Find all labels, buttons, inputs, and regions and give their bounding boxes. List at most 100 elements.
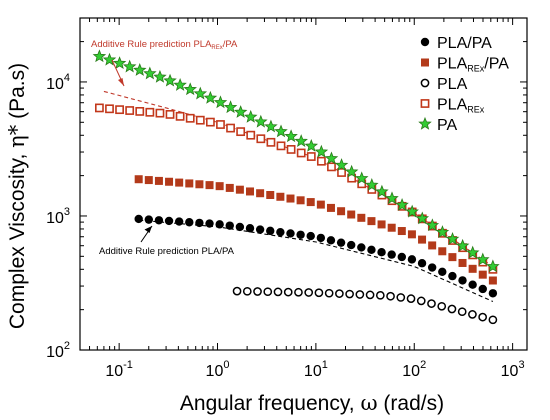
data-point [235, 222, 245, 232]
data-point [488, 276, 497, 285]
data-point [134, 214, 143, 224]
data-point [344, 164, 359, 178]
data-point [304, 288, 314, 297]
data-point [294, 287, 303, 297]
data-point [255, 225, 265, 234]
data-point [276, 141, 286, 151]
data-point [235, 185, 244, 194]
data-point [185, 218, 194, 227]
data-point [175, 111, 185, 121]
data-point [457, 307, 467, 317]
legend-label: PA [437, 117, 457, 134]
data-point [296, 196, 305, 205]
legend-marker [420, 37, 430, 47]
data-point [478, 284, 487, 294]
data-point [438, 267, 447, 277]
data-point [185, 113, 195, 123]
data-point [215, 220, 224, 229]
data-point [155, 108, 165, 118]
y-axis-label-unit: (Pa.s) [6, 63, 29, 125]
data-point [387, 250, 396, 259]
data-point [163, 73, 177, 87]
annot-black: Additive Rule prediction PLA/PA [99, 225, 235, 257]
data-point [387, 223, 396, 232]
data-point [427, 299, 436, 308]
data-point [232, 286, 242, 296]
data-point [115, 105, 124, 115]
data-point [314, 288, 324, 298]
x-tick-label: 103 [501, 359, 525, 380]
legend-marker [418, 116, 432, 130]
data-point [195, 218, 204, 228]
data-point [447, 304, 457, 314]
data-point [242, 286, 252, 296]
data-point [296, 148, 306, 158]
data-point [284, 129, 298, 143]
data-point [407, 230, 416, 239]
legend-label: PLAREx/PA [437, 56, 509, 74]
x-axis-label-main: Angular frequency, [180, 392, 361, 415]
data-point [316, 200, 325, 209]
data-point [327, 162, 336, 172]
data-point [233, 105, 248, 118]
data-point [245, 224, 255, 233]
series-pa [92, 49, 500, 273]
data-point [357, 243, 366, 252]
data-point [105, 104, 114, 114]
data-point [144, 176, 153, 185]
data-point [165, 177, 174, 186]
data-point [345, 289, 354, 299]
data-point [448, 271, 457, 281]
legend-item: PLAREx/PA [421, 56, 509, 74]
data-point [256, 134, 266, 144]
data-point [427, 263, 437, 272]
data-point [205, 219, 214, 228]
data-point [406, 294, 416, 304]
y-axis-label: Complex Viscosity, η* (Pa.s) [5, 63, 29, 329]
data-point [112, 56, 127, 70]
data-point [266, 191, 275, 200]
data-point [448, 253, 457, 262]
data-point [263, 287, 273, 297]
data-point [203, 90, 218, 104]
legend-label: PLA [437, 76, 468, 93]
data-point [286, 194, 295, 203]
data-point [236, 127, 246, 137]
data-point [385, 191, 399, 205]
data-point [407, 255, 417, 264]
data-point [377, 248, 386, 257]
data-point [243, 109, 258, 123]
data-point [405, 204, 419, 218]
data-point [417, 259, 427, 268]
x-axis-label: Angular frequency, ω (rad/s) [180, 391, 444, 415]
data-point [215, 182, 224, 191]
annotation-text: Additive Rule prediction PLAREx/PA [91, 39, 238, 51]
data-point [476, 252, 490, 266]
data-point [438, 247, 447, 256]
data-point [122, 59, 137, 73]
data-point [304, 138, 319, 152]
data-point [365, 178, 379, 191]
data-point [354, 171, 369, 185]
plot-frame [79, 17, 528, 351]
legend-marker [420, 78, 430, 88]
data-point [428, 241, 437, 250]
y-tick-label: 102 [46, 340, 70, 361]
data-point [334, 158, 349, 171]
data-point [418, 235, 427, 244]
data-point [415, 211, 430, 225]
data-point [316, 156, 326, 166]
data-point [174, 217, 184, 226]
data-point [347, 240, 356, 250]
legend-item: PLA [420, 76, 468, 93]
arrow-head [144, 226, 152, 233]
data-point [458, 276, 467, 285]
data-point [357, 213, 366, 222]
legend-item: PLAREx [420, 97, 485, 115]
x-axis-label-symbol: ω [360, 391, 377, 415]
data-point [294, 134, 308, 147]
data-point [205, 117, 215, 127]
data-point [468, 280, 477, 289]
data-point [216, 120, 225, 129]
y-tick-label: 104 [46, 72, 70, 93]
